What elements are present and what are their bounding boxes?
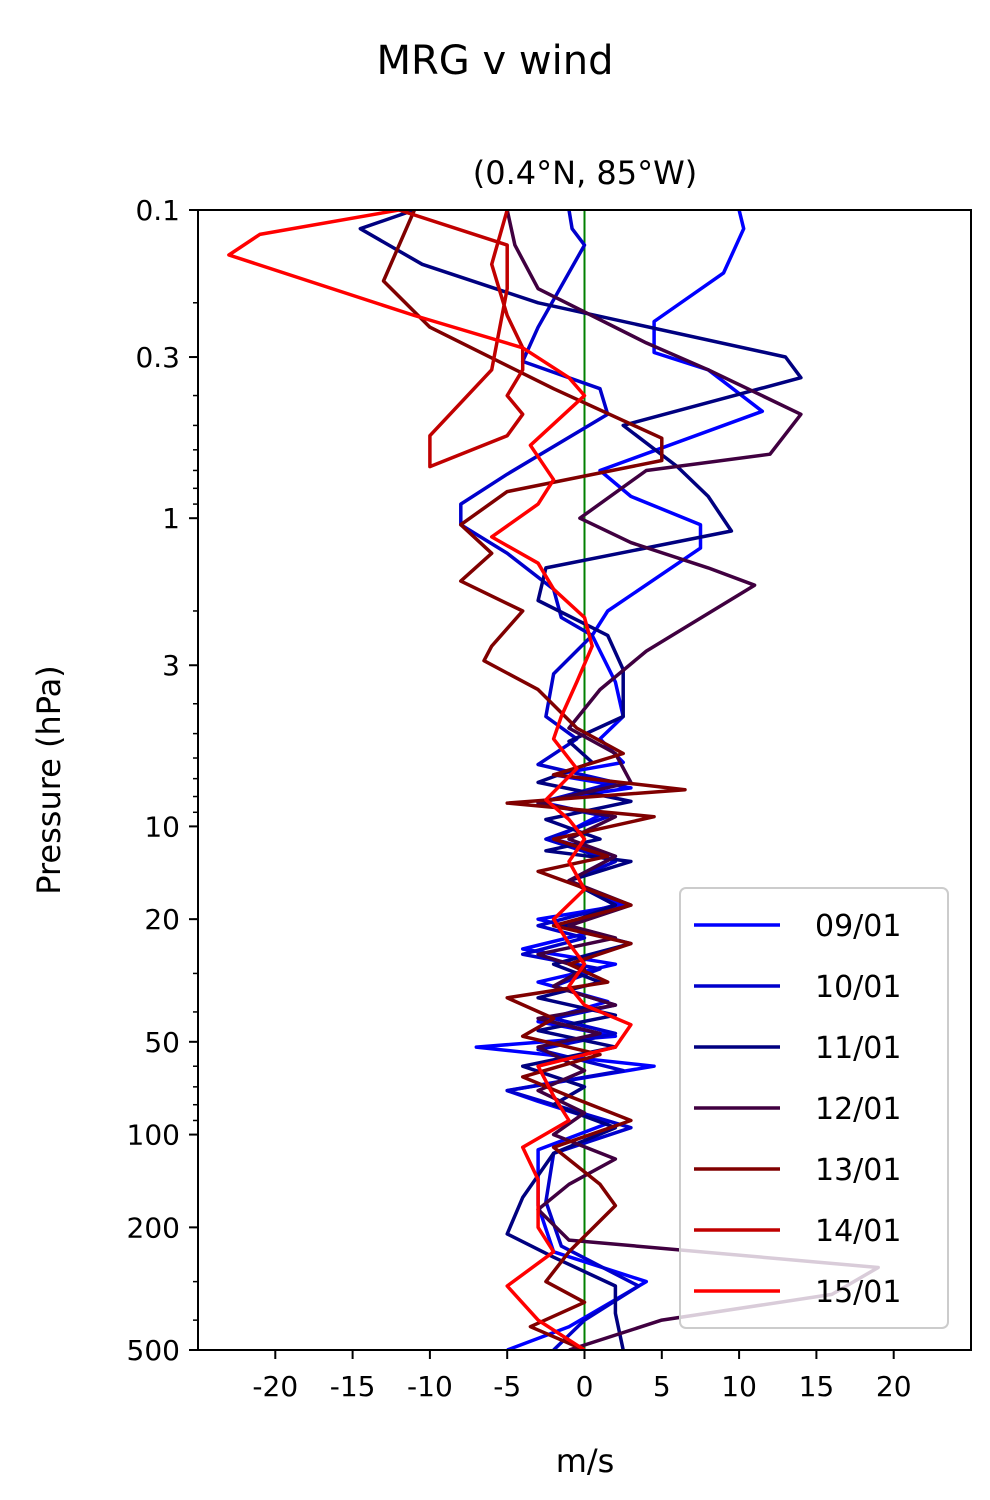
legend-label: 12/01 [815,1092,901,1127]
y-tick-label: 0.1 [135,194,180,227]
series-line-14-01 [398,210,525,469]
x-tick-label: -5 [493,1370,521,1403]
x-tick-label: 10 [721,1370,757,1403]
axes-title: (0.4°N, 85°W) [473,154,698,192]
y-tick-label: 0.3 [135,341,180,374]
legend: 09/01 10/01 11/01 12/01 13/01 14/01 15/01 [679,887,949,1329]
x-tick-label: -15 [330,1370,376,1403]
y-tick-label: 500 [127,1334,180,1367]
legend-box [679,887,949,1329]
y-tick-label: 50 [144,1026,180,1059]
x-axis-label: m/s [556,1442,615,1480]
legend-label: 10/01 [815,970,901,1005]
x-tick-label: 20 [876,1370,912,1403]
x-tick-label: 15 [799,1370,835,1403]
series-line-11-01 [358,210,803,1350]
y-tick-label: 200 [127,1211,180,1244]
y-tick-label: 1 [162,502,180,535]
figure-title: MRG v wind [377,38,614,84]
legend-label: 11/01 [815,1031,901,1066]
y-axis: 0.1 0.3 1 3 10 20 50 100 200 500 [127,194,198,1367]
series-line-13-01 [381,210,687,1350]
series-line-15-01 [227,210,633,1350]
y-tick-label: 100 [127,1119,180,1152]
x-axis: -20 -15 -10 -5 0 5 10 15 20 [252,1350,912,1403]
y-axis-label: Pressure (hPa) [30,665,68,895]
legend-label: 14/01 [815,1214,901,1249]
series-line-10-01 [459,210,641,1350]
x-tick-label: -10 [407,1370,453,1403]
x-tick-label: -20 [252,1370,298,1403]
x-tick-label: 5 [653,1370,671,1403]
y-tick-label: 20 [144,903,180,936]
plot-area [227,210,880,1350]
legend-label: 09/01 [815,909,901,944]
x-tick-label: 0 [576,1370,594,1403]
y-tick-label: 3 [162,649,180,682]
y-tick-label: 10 [144,810,180,843]
legend-label: 15/01 [815,1275,901,1310]
legend-label: 13/01 [815,1153,901,1188]
